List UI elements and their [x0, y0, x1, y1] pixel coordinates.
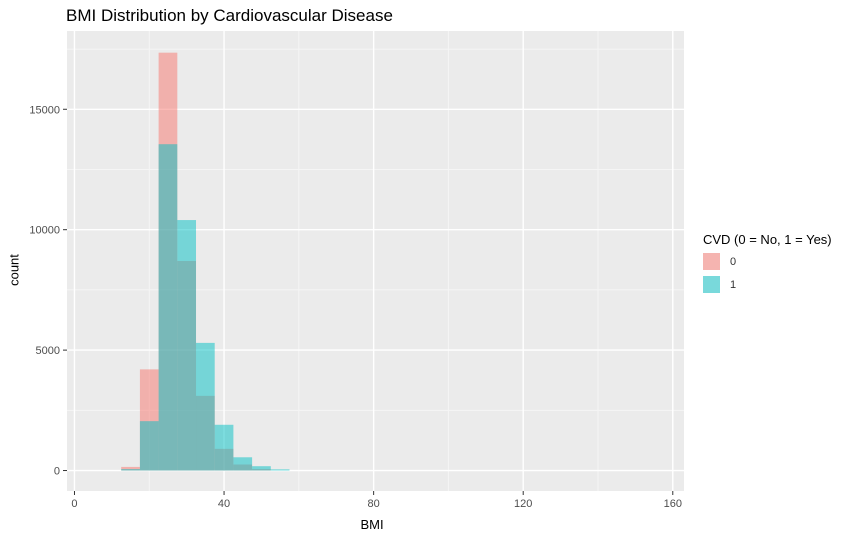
legend-title: CVD (0 = No, 1 = Yes) — [703, 232, 832, 247]
bar-series-0 — [121, 466, 140, 471]
legend-key-0 — [703, 253, 720, 270]
y-tick-label: 10000 — [29, 225, 60, 237]
bar-series-1 — [214, 424, 234, 471]
chart-title: BMI Distribution by Cardiovascular Disea… — [66, 6, 393, 25]
legend: CVD (0 = No, 1 = Yes) 0 1 — [703, 232, 832, 293]
x-tick-label: 40 — [218, 498, 230, 510]
legend-label-1: 1 — [730, 278, 737, 291]
y-axis-label: count — [6, 254, 22, 286]
y-tick-label: 5000 — [36, 345, 60, 357]
legend-label-0: 0 — [730, 255, 737, 268]
legend-key-1 — [703, 276, 720, 293]
y-tick-label: 0 — [54, 466, 60, 478]
legend-item-0: 0 — [703, 253, 832, 270]
x-tick-label: 160 — [664, 498, 682, 510]
bar-series-1 — [139, 421, 159, 471]
x-axis-label: BMI — [360, 517, 384, 532]
y-tick-label: 15000 — [29, 104, 60, 116]
bar-series-1 — [121, 469, 140, 471]
bar-series-1 — [270, 469, 290, 471]
bar-series-1 — [233, 457, 253, 471]
x-tick-label: 120 — [514, 498, 532, 510]
x-tick-label: 0 — [71, 498, 77, 510]
bar-series-1 — [177, 220, 197, 471]
bar-series-1 — [158, 144, 178, 471]
bar-series-1 — [196, 342, 215, 471]
legend-item-1: 1 — [703, 276, 832, 293]
bar-series-1 — [252, 466, 271, 471]
x-tick-label: 80 — [368, 498, 380, 510]
